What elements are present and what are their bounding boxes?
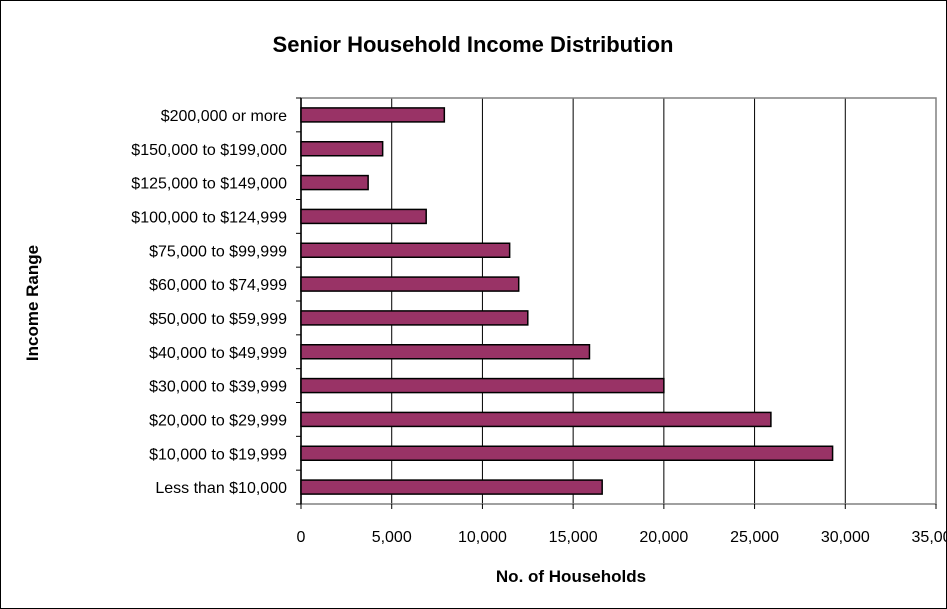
y-tick-label: Less than $10,000 — [155, 480, 287, 497]
bar — [300, 479, 603, 495]
bar — [300, 310, 529, 326]
x-tick-label: 15,000 — [549, 529, 598, 546]
bar — [300, 174, 369, 191]
x-tick-label: 0 — [297, 529, 306, 546]
bar — [300, 445, 834, 461]
chart-title: Senior Household Income Distribution — [273, 32, 674, 57]
y-tick-label: $125,000 to $149,000 — [131, 176, 287, 193]
bar — [300, 377, 665, 394]
y-tick-label: $150,000 to $199,000 — [131, 142, 287, 159]
x-tick-label: 10,000 — [458, 529, 507, 546]
y-tick-label: $50,000 to $59,999 — [149, 311, 287, 328]
y-tick-label: $100,000 to $124,999 — [131, 209, 287, 226]
y-tick-label: $10,000 to $19,999 — [149, 446, 287, 463]
x-tick-label: 20,000 — [639, 529, 688, 546]
y-tick-label: $30,000 to $39,999 — [149, 379, 287, 396]
bar — [300, 208, 427, 225]
y-axis-title: Income Range — [23, 245, 42, 361]
bar — [300, 107, 446, 123]
x-tick-label: 35,000 — [912, 529, 946, 546]
bar — [300, 344, 591, 360]
bar — [300, 411, 772, 428]
plot-border — [300, 97, 937, 505]
y-tick-label: $20,000 to $29,999 — [149, 412, 287, 429]
plot-area: $200,000 or more $150,000 to $199,000 $125… — [131, 97, 946, 546]
bar — [300, 242, 511, 258]
y-tick-label: $75,000 to $99,999 — [149, 243, 287, 260]
x-axis-title: No. of Households — [496, 567, 646, 586]
x-tick-label: 25,000 — [730, 529, 779, 546]
y-tick-label: $200,000 or more — [161, 108, 287, 125]
y-tick-label: $40,000 to $49,999 — [149, 345, 287, 362]
y-tick-label: $60,000 to $74,999 — [149, 277, 287, 294]
bar — [300, 276, 520, 292]
x-tick-label: 30,000 — [821, 529, 870, 546]
x-tick-label: 5,000 — [372, 529, 412, 546]
bar — [300, 141, 384, 157]
